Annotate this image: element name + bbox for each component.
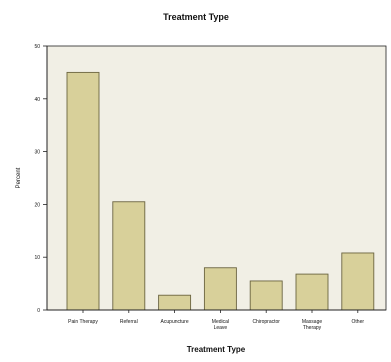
x-tick-label: Other: [352, 319, 365, 325]
bar: [249, 280, 283, 311]
y-axis-label: Percent: [16, 167, 22, 188]
y-tick-label: 10: [34, 255, 40, 261]
y-tick-label: 40: [34, 97, 40, 103]
y-tick-label: 30: [34, 150, 40, 156]
chart-title: Treatment Type: [163, 12, 229, 22]
x-tick-label: Acupuncture: [161, 319, 189, 325]
bar: [295, 273, 329, 311]
x-tick-label: Massage Therapy: [302, 319, 323, 331]
bars: [66, 71, 375, 311]
y-tick-label: 0: [37, 308, 40, 314]
x-tick-label: Referral: [120, 319, 138, 325]
x-tick-label: Pain Therapy: [68, 319, 98, 325]
bar: [66, 71, 100, 311]
y-axis-ticks: 0 10 20 30 40 50: [34, 44, 47, 314]
x-tick-label: Medical Leave: [212, 319, 229, 331]
y-tick-label: 50: [34, 44, 40, 50]
bar: [112, 201, 146, 311]
x-tick-label: Chiropractor: [252, 319, 280, 325]
bar: [158, 294, 192, 311]
y-tick-label: 20: [34, 202, 40, 208]
bar: [203, 267, 237, 311]
x-axis-ticks: Pain Therapy Referral Acupuncture Medical Le…: [68, 310, 364, 331]
plot-area: [46, 45, 387, 311]
x-axis-label: Treatment Type: [187, 345, 246, 354]
bar: [341, 252, 375, 311]
